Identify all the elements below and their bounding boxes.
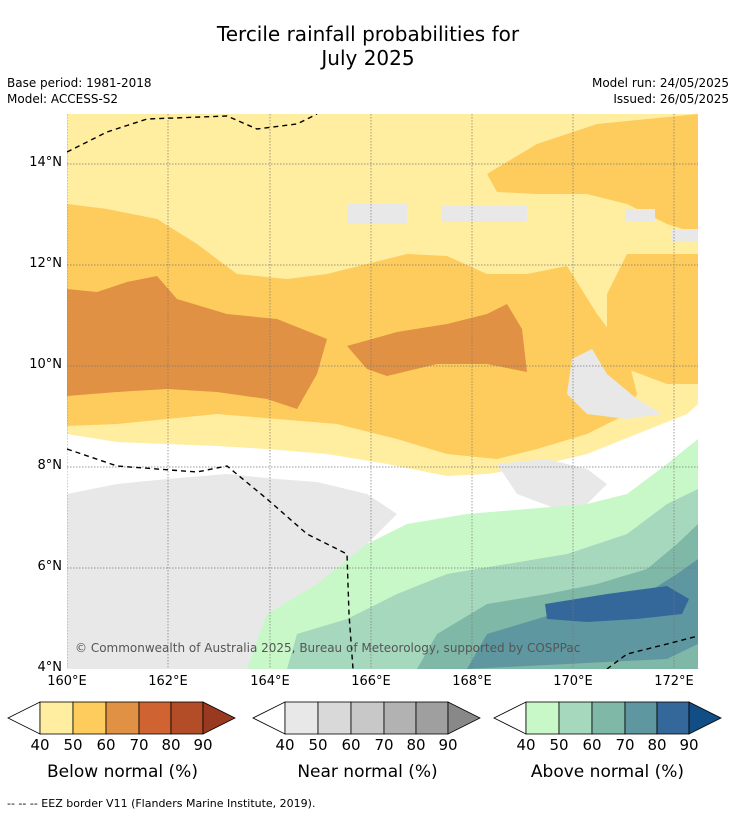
legend-above-bar — [493, 701, 722, 735]
below-50-region-east — [487, 114, 698, 234]
lon-label-162: 162°E — [148, 674, 188, 689]
above-80-region — [545, 586, 689, 622]
meta-right: Model run: 24/05/2025 Issued: 26/05/2025 — [592, 75, 729, 107]
chart-title: Tercile rainfall probabilities for July … — [0, 22, 736, 70]
below-60-region — [67, 276, 327, 409]
below-50-region — [67, 204, 637, 459]
above-tick-80: 80 — [647, 736, 667, 754]
lon-label-164: 164°E — [250, 674, 290, 689]
near-40-box-4 — [672, 229, 698, 241]
map-svg — [67, 114, 698, 669]
legend-colorbars — [7, 701, 722, 735]
below-tick-40: 40 — [30, 736, 50, 754]
title-line-2: July 2025 — [321, 46, 415, 70]
near-tick-80: 80 — [406, 736, 426, 754]
near-40-region-east — [567, 349, 662, 419]
near-tick-60: 60 — [341, 736, 361, 754]
below-60-region-center — [347, 304, 527, 376]
below-legend-label: Below normal (%) — [47, 762, 198, 782]
title-line-1: Tercile rainfall probabilities for — [216, 22, 520, 46]
eez-footer-note: -- -- -- EEZ border V11 (Flanders Marine… — [7, 797, 316, 810]
issued-date: Issued: 26/05/2025 — [613, 92, 729, 106]
above-tick-70: 70 — [615, 736, 635, 754]
above-tick-50: 50 — [549, 736, 569, 754]
lat-label-8: 8°N — [37, 458, 63, 473]
near-tick-70: 70 — [374, 736, 394, 754]
above-legend-label: Above normal (%) — [530, 762, 685, 782]
below-tick-50: 50 — [63, 736, 83, 754]
above-tick-40: 40 — [516, 736, 536, 754]
lon-label-168: 168°E — [452, 674, 492, 689]
lon-label-160: 160°E — [47, 674, 87, 689]
near-legend-label: Near normal (%) — [297, 762, 438, 782]
above-tick-60: 60 — [582, 736, 602, 754]
model-run: Model run: 24/05/2025 — [591, 76, 729, 90]
legend-below-bar — [7, 701, 236, 735]
near-40-box-3 — [625, 209, 655, 221]
lat-label-12: 12°N — [29, 256, 62, 271]
near-40-box-2 — [442, 206, 527, 222]
near-40-box-1 — [347, 204, 407, 224]
below-50-region-east2 — [607, 254, 698, 384]
near-tick-50: 50 — [308, 736, 328, 754]
near-tick-90: 90 — [438, 736, 458, 754]
lat-label-10: 10°N — [29, 357, 62, 372]
below-tick-60: 60 — [96, 736, 116, 754]
below-tick-80: 80 — [161, 736, 181, 754]
probability-map — [67, 114, 698, 669]
below-tick-90: 90 — [193, 736, 213, 754]
below-tick-70: 70 — [129, 736, 149, 754]
near-40-region — [67, 474, 397, 669]
lat-label-6: 6°N — [37, 559, 63, 574]
lon-label-172: 172°E — [654, 674, 694, 689]
lon-label-170: 170°E — [553, 674, 593, 689]
lat-label-14: 14°N — [29, 155, 62, 170]
near-tick-40: 40 — [275, 736, 295, 754]
lat-label-4: 4°N — [37, 660, 63, 675]
graticule — [67, 114, 698, 669]
near-40-region-mid — [497, 459, 607, 509]
eez-border — [67, 114, 698, 669]
legend-near-bar — [252, 701, 481, 735]
base-period: Base period: 1981-2018 — [7, 76, 152, 90]
lon-label-166: 166°E — [351, 674, 391, 689]
above-tick-90: 90 — [679, 736, 699, 754]
model-name: Model: ACCESS-S2 — [7, 92, 119, 106]
meta-left: Base period: 1981-2018 Model: ACCESS-S2 — [7, 75, 152, 107]
copyright-text: © Commonwealth of Australia 2025, Bureau… — [75, 641, 581, 655]
